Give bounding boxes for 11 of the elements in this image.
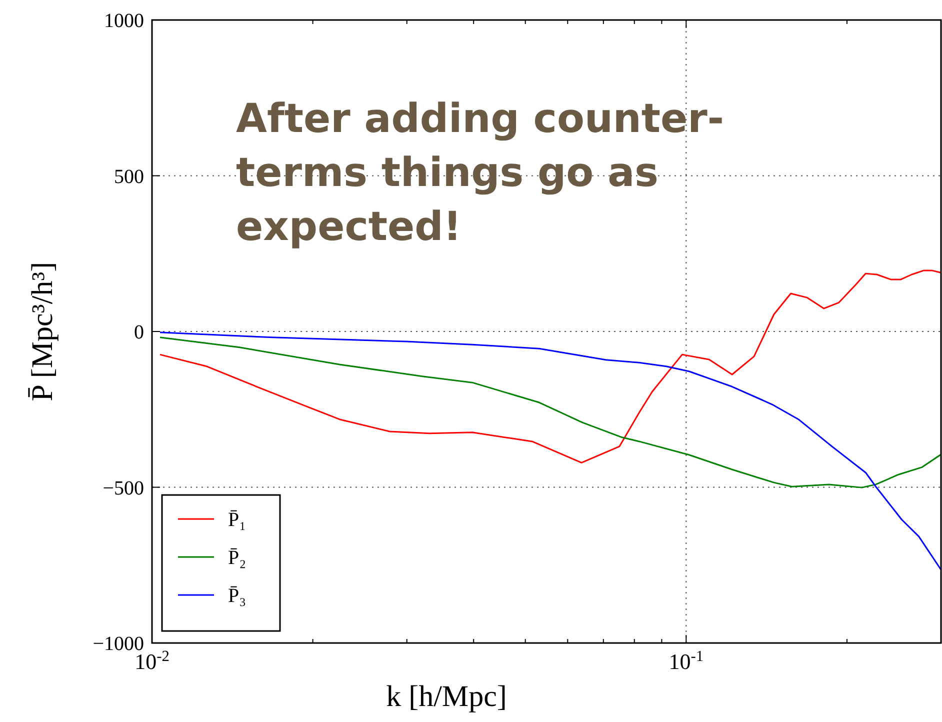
annotation: After adding counter-terms things go as expected! [236, 95, 725, 252]
x-tick-label: 10$^{-1}$ [668, 648, 704, 674]
legend-label: P̄₁ [228, 509, 246, 531]
y-tick-label: 0 [134, 322, 144, 344]
x-axis-title: k [h/Mpc] [386, 680, 507, 713]
y-tick-label: 500 [114, 166, 144, 188]
y-axis-title: P̄ [Mpc³/h³] [26, 262, 59, 402]
legend-label: P̄₂ [228, 547, 246, 569]
y-tick-label: −500 [102, 477, 144, 500]
legend-label: P̄₃ [228, 585, 246, 607]
y-tick-label: 1000 [104, 10, 144, 32]
